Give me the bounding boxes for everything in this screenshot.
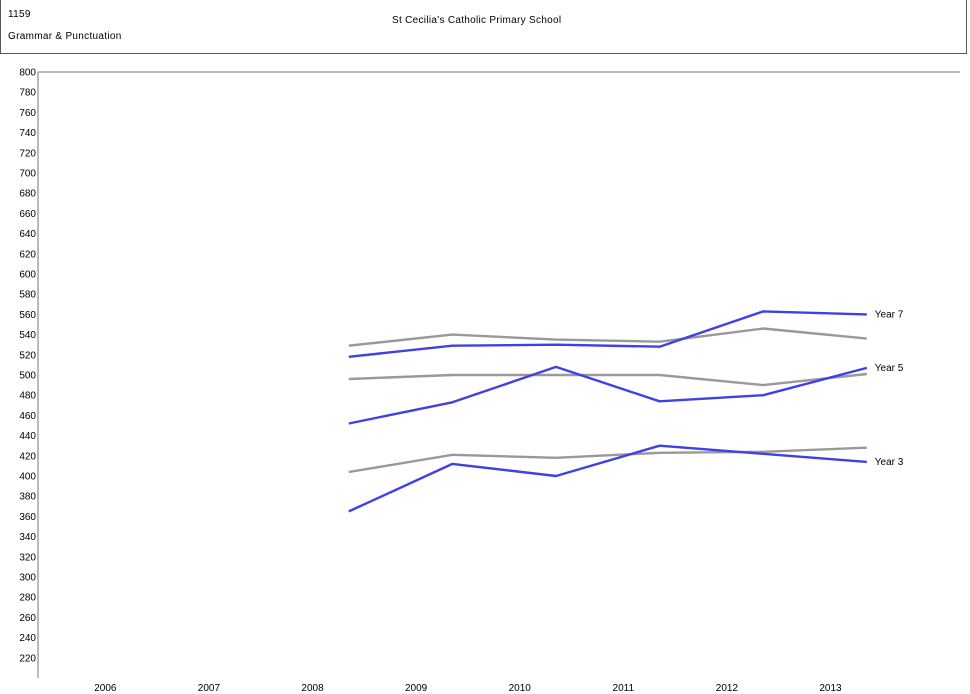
y-tick-label: 620	[19, 249, 36, 260]
y-tick-label: 580	[19, 290, 36, 301]
x-tick-label: 2012	[716, 683, 739, 694]
y-tick-label: 800	[19, 68, 36, 79]
y-tick-label: 240	[19, 633, 36, 644]
y-tick-label: 700	[19, 169, 36, 180]
x-tick-label: 2009	[405, 683, 428, 694]
report-header: 1159 Grammar & Punctuation St Cecilia's …	[0, 0, 967, 54]
y-tick-label: 340	[19, 532, 36, 543]
series-label: Year 5	[875, 363, 904, 374]
y-tick-label: 520	[19, 350, 36, 361]
x-tick-label: 2010	[509, 683, 532, 694]
y-tick-label: 440	[19, 431, 36, 442]
school-code: 1159	[8, 9, 31, 20]
school-name: St Cecilia's Catholic Primary School	[392, 15, 562, 26]
school-series-line	[348, 310, 867, 358]
x-tick-label: 2007	[198, 683, 221, 694]
y-tick-label: 500	[19, 371, 36, 382]
y-tick-label: 420	[19, 451, 36, 462]
series-label: Year 3	[875, 457, 904, 468]
y-tick-label: 540	[19, 330, 36, 341]
series-label: Year 7	[875, 309, 904, 320]
x-tick-label: 2006	[94, 683, 117, 694]
y-tick-label: 680	[19, 189, 36, 200]
y-tick-label: 280	[19, 593, 36, 604]
y-tick-label: 300	[19, 573, 36, 584]
school-series-line	[348, 365, 868, 425]
y-tick-label: 220	[19, 653, 36, 664]
comparison-series-line	[348, 446, 867, 474]
y-tick-label: 320	[19, 552, 36, 563]
y-tick-label: 260	[19, 613, 36, 624]
subject-title: Grammar & Punctuation	[8, 31, 122, 42]
y-tick-label: 460	[19, 411, 36, 422]
y-tick-label: 780	[19, 88, 36, 99]
y-tick-label: 400	[19, 472, 36, 483]
school-series-line	[348, 444, 867, 513]
y-tick-label: 720	[19, 148, 36, 159]
y-tick-label: 480	[19, 391, 36, 402]
x-tick-label: 2008	[301, 683, 324, 694]
y-tick-label: 740	[19, 128, 36, 139]
y-tick-label: 380	[19, 492, 36, 503]
x-tick-label: 2013	[819, 683, 842, 694]
y-tick-label: 560	[19, 310, 36, 321]
y-tick-label: 360	[19, 512, 36, 523]
y-tick-label: 760	[19, 108, 36, 119]
y-tick-label: 600	[19, 270, 36, 281]
comparison-series-line	[348, 327, 867, 347]
y-tick-label: 660	[19, 209, 36, 220]
y-tick-label: 640	[19, 229, 36, 240]
comparison-series-line	[348, 372, 867, 387]
x-tick-label: 2011	[613, 683, 635, 694]
